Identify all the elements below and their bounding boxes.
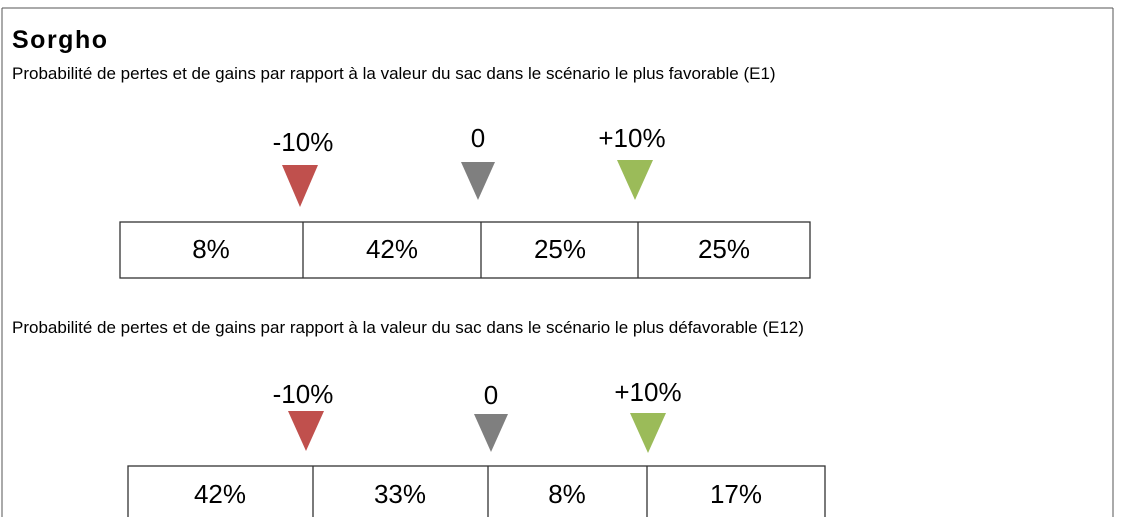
marker-label: -10% <box>273 127 334 157</box>
title: Sorgho <box>12 26 109 54</box>
marker-green <box>617 160 653 200</box>
marker-gray <box>461 162 495 200</box>
cell: 25% <box>698 234 750 264</box>
marker-red <box>282 165 318 207</box>
marker-label: +10% <box>598 123 665 153</box>
marker-label: -10% <box>273 379 334 409</box>
marker-label: 0 <box>471 123 485 153</box>
marker-gray <box>474 414 508 452</box>
marker-label: 0 <box>484 380 498 410</box>
cell: 25% <box>534 234 586 264</box>
cell: 42% <box>366 234 418 264</box>
cell: 8% <box>548 479 586 509</box>
caption: Probabilité de pertes et de gains par ra… <box>12 318 804 337</box>
caption: Probabilité de pertes et de gains par ra… <box>12 64 776 83</box>
table-box <box>119 221 811 279</box>
cell: 33% <box>374 479 426 509</box>
marker-label: +10% <box>614 377 681 407</box>
cell: 8% <box>192 234 230 264</box>
marker-green <box>630 413 666 453</box>
cell: 42% <box>194 479 246 509</box>
table-box <box>127 465 826 517</box>
cell: 17% <box>710 479 762 509</box>
marker-red <box>288 411 324 451</box>
